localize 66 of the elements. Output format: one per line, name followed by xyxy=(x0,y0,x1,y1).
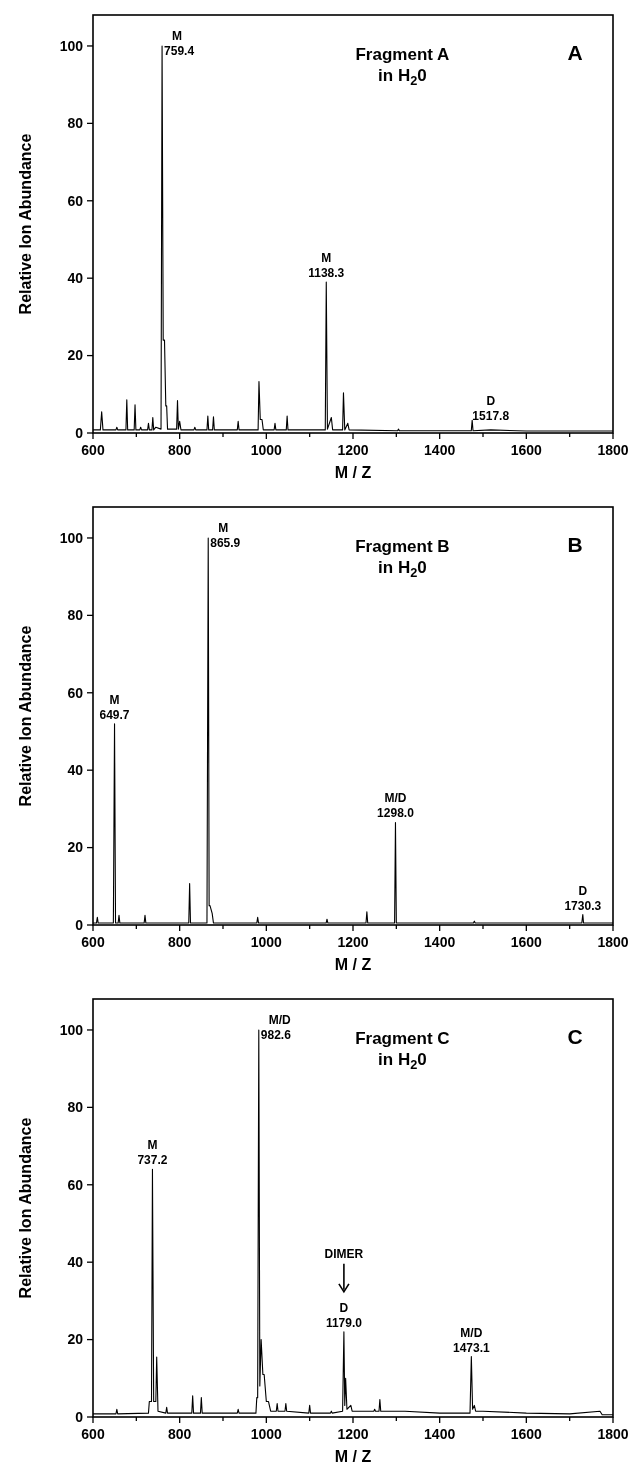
annotation: C xyxy=(567,1025,583,1048)
y-tick-label: 0 xyxy=(75,1408,84,1425)
x-tick-label: 600 xyxy=(81,934,105,950)
x-tick-label: 1000 xyxy=(250,442,283,458)
x-tick-label: 1000 xyxy=(250,934,283,950)
annotation: DIMER xyxy=(324,1246,364,1261)
text: in H$_{2}$0 xyxy=(378,1050,427,1072)
annotation: M/D 1298.0 xyxy=(377,791,415,821)
text: Fragment A xyxy=(355,45,450,64)
y-tick-label: 20 xyxy=(67,1331,84,1348)
y-tick-label: 20 xyxy=(67,347,84,364)
text: Fragment C xyxy=(355,1029,450,1048)
y-tick-label: 80 xyxy=(67,607,84,624)
y-tick-label: 0 xyxy=(75,916,84,933)
annotation: M 759.4 xyxy=(164,28,195,58)
x-tick-label: 600 xyxy=(81,1426,105,1442)
y-axis-title: Relative Ion Abundance xyxy=(17,1117,34,1299)
x-tick-label: 600 xyxy=(81,442,105,458)
x-tick-label: 1600 xyxy=(510,1426,543,1442)
annotation: M/D 1473.1 xyxy=(452,1325,491,1355)
y-tick-label: 80 xyxy=(67,1099,84,1116)
x-tick-label: 1400 xyxy=(424,934,456,950)
x-tick-label: 1600 xyxy=(510,934,543,950)
annotation: M 865.9 xyxy=(210,520,241,550)
annotation: B xyxy=(567,533,583,556)
annotation: M 737.2 xyxy=(137,1138,168,1168)
x-axis-title: M / Z xyxy=(334,1448,372,1465)
x-tick-label: 1400 xyxy=(424,1426,456,1442)
x-tick-label: 1600 xyxy=(510,442,543,458)
annotation: D 1730.3 xyxy=(564,883,602,913)
y-tick-label: 60 xyxy=(67,192,84,209)
text: in H$_{2}$0 xyxy=(378,66,427,88)
text: Fragment B xyxy=(355,537,450,556)
annotation: M 1138.3 xyxy=(308,251,345,281)
x-axis-title: M / Z xyxy=(334,956,372,973)
annotation: M 649.7 xyxy=(99,692,130,722)
x-tick-label: 800 xyxy=(167,1426,192,1442)
x-tick-label: 1200 xyxy=(337,934,369,950)
annotation: A xyxy=(567,41,583,64)
y-tick-label: 60 xyxy=(67,1176,84,1193)
x-tick-label: 1200 xyxy=(337,442,369,458)
y-tick-label: 40 xyxy=(67,270,84,287)
y-tick-label: 40 xyxy=(67,762,84,779)
x-tick-label: 1200 xyxy=(337,1426,369,1442)
y-axis-title: Relative Ion Abundance xyxy=(17,625,34,807)
annotation: D 1517.8 xyxy=(472,394,510,424)
x-tick-label: 800 xyxy=(167,934,192,950)
y-tick-label: 100 xyxy=(59,1021,84,1038)
y-tick-label: 40 xyxy=(67,1254,84,1271)
x-tick-label: 1000 xyxy=(250,1426,283,1442)
x-tick-label: 1800 xyxy=(597,1426,629,1442)
y-tick-label: 0 xyxy=(75,424,84,441)
x-axis-title: M / Z xyxy=(334,464,372,481)
annotation: D 1179.0 xyxy=(325,1300,363,1330)
y-tick-label: 100 xyxy=(59,37,84,54)
y-axis-title: Relative Ion Abundance xyxy=(17,133,34,315)
y-tick-label: 80 xyxy=(67,115,84,132)
y-tick-label: 100 xyxy=(59,529,84,546)
y-tick-label: 20 xyxy=(67,839,84,856)
annotation: M/D 982.6 xyxy=(260,1012,292,1042)
x-tick-label: 800 xyxy=(167,442,192,458)
text: in H$_{2}$0 xyxy=(378,558,427,580)
y-tick-label: 60 xyxy=(67,684,84,701)
x-tick-label: 1800 xyxy=(597,934,629,950)
x-tick-label: 1800 xyxy=(597,442,629,458)
x-tick-label: 1400 xyxy=(424,442,456,458)
